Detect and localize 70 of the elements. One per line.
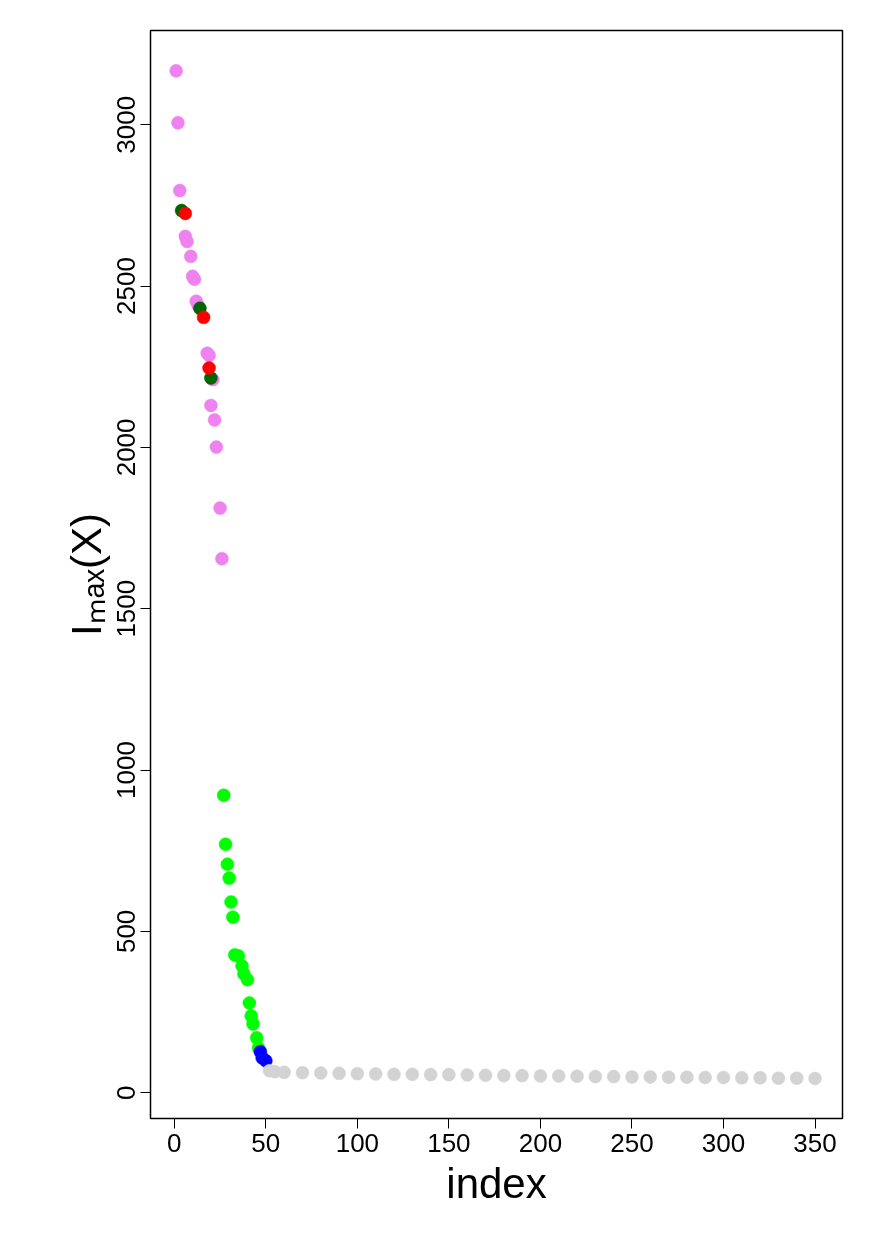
point bbox=[661, 1070, 676, 1084]
point bbox=[259, 1054, 273, 1068]
y-tick-label: 1500 bbox=[111, 579, 142, 638]
point bbox=[515, 1068, 529, 1083]
point bbox=[789, 1071, 804, 1085]
x-tick-label: 150 bbox=[427, 1127, 471, 1158]
point bbox=[246, 1017, 260, 1031]
point bbox=[213, 501, 227, 515]
point bbox=[442, 1067, 456, 1082]
point bbox=[215, 551, 229, 566]
point bbox=[808, 1071, 822, 1086]
point bbox=[178, 206, 193, 221]
point bbox=[570, 1069, 584, 1083]
point bbox=[220, 857, 235, 871]
point bbox=[240, 973, 255, 987]
x-tick-label: 50 bbox=[251, 1127, 281, 1158]
point bbox=[180, 234, 194, 249]
point bbox=[625, 1070, 639, 1084]
point bbox=[196, 310, 211, 325]
y-tick-label: 0 bbox=[111, 1085, 142, 1100]
point bbox=[204, 398, 218, 413]
point bbox=[350, 1066, 365, 1081]
point bbox=[277, 1065, 291, 1080]
x-tick-label: 350 bbox=[793, 1127, 837, 1158]
point bbox=[497, 1068, 511, 1083]
point bbox=[387, 1067, 401, 1082]
point bbox=[184, 249, 198, 264]
point bbox=[533, 1069, 548, 1083]
x-axis-title: index bbox=[446, 1159, 547, 1207]
x-tick-label: 200 bbox=[518, 1127, 563, 1158]
point bbox=[218, 837, 233, 851]
y-tick-label: 2000 bbox=[111, 418, 142, 477]
point bbox=[551, 1069, 566, 1083]
point bbox=[202, 361, 216, 375]
y-tick-label: 500 bbox=[111, 909, 142, 954]
point bbox=[222, 871, 236, 885]
point bbox=[216, 788, 231, 802]
x-tick-label: 300 bbox=[701, 1127, 746, 1158]
x-tick-label: 250 bbox=[610, 1127, 654, 1158]
y-tick-label: 3000 bbox=[111, 95, 142, 154]
x-tick-label: 100 bbox=[335, 1127, 380, 1158]
point bbox=[478, 1068, 493, 1082]
point bbox=[209, 440, 224, 454]
point bbox=[606, 1069, 621, 1084]
point bbox=[588, 1069, 603, 1084]
point bbox=[405, 1067, 420, 1082]
point bbox=[224, 895, 238, 909]
y-tick-label: 2500 bbox=[111, 257, 142, 315]
x-tick-label: 0 bbox=[167, 1127, 182, 1158]
point bbox=[226, 910, 240, 924]
point bbox=[735, 1071, 749, 1085]
point bbox=[680, 1070, 694, 1084]
point bbox=[716, 1070, 731, 1085]
point bbox=[171, 116, 185, 130]
point bbox=[314, 1066, 328, 1080]
point bbox=[460, 1068, 474, 1082]
y-tick-label: 1000 bbox=[111, 741, 142, 799]
point bbox=[295, 1065, 310, 1080]
point bbox=[173, 183, 187, 198]
point bbox=[698, 1070, 712, 1085]
point bbox=[332, 1066, 346, 1081]
point bbox=[169, 64, 183, 78]
point bbox=[207, 413, 222, 427]
point bbox=[242, 996, 257, 1010]
point bbox=[753, 1071, 767, 1085]
point bbox=[423, 1067, 438, 1082]
y-axis-title: Iₘₐₓ(X) bbox=[62, 512, 110, 637]
point bbox=[643, 1070, 658, 1084]
point bbox=[771, 1071, 786, 1085]
point bbox=[368, 1067, 383, 1081]
